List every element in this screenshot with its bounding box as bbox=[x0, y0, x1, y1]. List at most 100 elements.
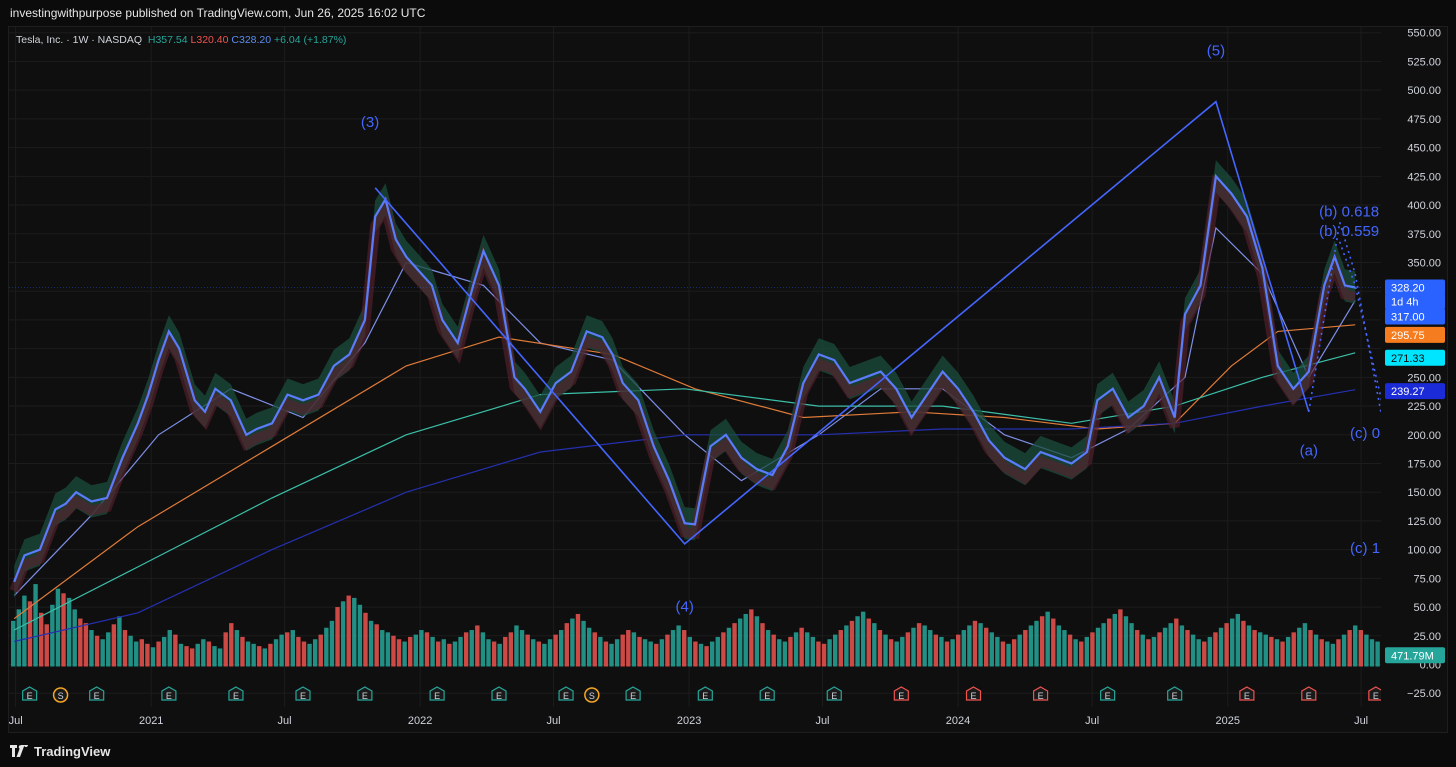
volume-bar bbox=[38, 612, 44, 667]
volume-bar bbox=[469, 630, 474, 667]
price-tag-label: 471.79M bbox=[1391, 650, 1434, 662]
volume-bar bbox=[575, 613, 581, 667]
x-tick-label: Jul bbox=[278, 715, 292, 727]
volume-bar bbox=[1207, 636, 1213, 667]
volume-bar bbox=[1364, 634, 1369, 667]
y-tick-label: 25.00 bbox=[1413, 631, 1441, 643]
publish-info: investingwithpurpose published on Tradin… bbox=[10, 6, 426, 20]
volume-bar bbox=[268, 643, 273, 667]
event-marker-label: E bbox=[764, 691, 770, 701]
y-tick-label: 125.00 bbox=[1407, 516, 1441, 528]
price-tag-label: 328.20 bbox=[1391, 283, 1425, 295]
earnings-marker-icon bbox=[1167, 686, 1183, 701]
volume-bar bbox=[542, 643, 547, 667]
volume-bar bbox=[1140, 634, 1145, 667]
x-tick-label: 2021 bbox=[139, 715, 163, 727]
price-tag: 317.00 bbox=[1385, 308, 1445, 325]
earnings-marker: E bbox=[161, 686, 177, 701]
volume-bar bbox=[1230, 618, 1235, 667]
volume-bar bbox=[559, 630, 564, 667]
volume-bar bbox=[262, 648, 268, 667]
volume-bar bbox=[480, 632, 486, 667]
volume-bar bbox=[648, 641, 653, 667]
volume-bar bbox=[732, 623, 737, 667]
volume-bar bbox=[491, 641, 497, 667]
x-tick-label: 2024 bbox=[946, 715, 970, 727]
volume-bar bbox=[1067, 634, 1073, 667]
volume-bar bbox=[749, 609, 754, 667]
volume-bar bbox=[676, 625, 681, 667]
earnings-marker: E bbox=[1032, 686, 1049, 701]
price-chart[interactable]: (3)(4)(5)(a)(b) 0.618 (383.7(b) 0.559 (3… bbox=[9, 27, 1447, 732]
price-tag-label: 239.27 bbox=[1391, 386, 1425, 398]
volume-bar bbox=[463, 632, 469, 667]
volume-bar bbox=[111, 624, 117, 667]
event-marker-label: E bbox=[94, 691, 100, 701]
volume-bar bbox=[821, 643, 827, 667]
volume-bar bbox=[66, 597, 72, 667]
volume-bar bbox=[430, 636, 435, 667]
event-marker-label: E bbox=[300, 691, 306, 701]
volume-bar bbox=[765, 630, 771, 667]
wave-label: (c) 1 ( bbox=[1350, 540, 1389, 557]
symbol-title: Tesla, Inc. · 1W · NASDAQ bbox=[16, 34, 143, 46]
volume-bar bbox=[475, 625, 480, 667]
volume-bar bbox=[1123, 616, 1129, 667]
volume-bar bbox=[1084, 636, 1090, 667]
y-tick-label: 525.00 bbox=[1407, 56, 1441, 68]
volume-bar bbox=[340, 601, 346, 667]
price-tag-label: 295.75 bbox=[1391, 330, 1425, 342]
volume-bar bbox=[693, 641, 698, 667]
volume-bar bbox=[452, 641, 458, 667]
y-tick-label: 425.00 bbox=[1407, 171, 1441, 183]
earnings-marker-icon bbox=[759, 686, 775, 701]
volume-bar bbox=[682, 630, 687, 667]
volume-bar bbox=[212, 646, 217, 667]
volume-bar bbox=[329, 620, 335, 667]
volume-bar bbox=[961, 630, 967, 667]
volume-bar bbox=[145, 643, 150, 667]
volume-bar bbox=[1062, 630, 1067, 667]
event-marker-label: E bbox=[434, 691, 440, 701]
volume-bar bbox=[1202, 641, 1207, 667]
volume-bar bbox=[55, 588, 61, 667]
volume-bar bbox=[978, 623, 983, 667]
chart-frame[interactable]: (3) (4) (5) (a) (b) 0.618 (383.7 (b) 0.559 (3… bbox=[8, 26, 1448, 733]
volume-bar bbox=[1045, 611, 1050, 667]
y-tick-label: 500.00 bbox=[1407, 85, 1441, 97]
volume-bar bbox=[586, 627, 592, 667]
volume-bar bbox=[1257, 632, 1263, 667]
volume-bars bbox=[11, 584, 1380, 667]
volume-bar bbox=[391, 635, 396, 667]
y-tick-label: 550.00 bbox=[1407, 28, 1441, 40]
earnings-marker: E bbox=[89, 686, 105, 701]
y-tick-label: 450.00 bbox=[1407, 143, 1441, 155]
volume-bar bbox=[100, 639, 105, 667]
volume-bar bbox=[178, 643, 184, 667]
volume-bar bbox=[726, 627, 732, 667]
earnings-marker: E bbox=[697, 686, 713, 701]
earnings-marker-icon bbox=[228, 686, 244, 701]
x-tick-label: Jul bbox=[546, 715, 560, 727]
earnings-marker-icon bbox=[893, 686, 909, 701]
earnings-marker-icon bbox=[1239, 686, 1255, 701]
volume-bar bbox=[670, 630, 676, 667]
volume-bar bbox=[385, 632, 391, 667]
volume-bar bbox=[1302, 623, 1308, 667]
price-tag-box bbox=[1385, 279, 1445, 296]
volume-bar bbox=[11, 620, 16, 667]
volume-bar bbox=[989, 632, 994, 667]
earnings-marker: E bbox=[893, 686, 909, 701]
volume-bar bbox=[771, 634, 776, 667]
volume-bar bbox=[89, 630, 94, 667]
earnings-marker: E bbox=[1301, 686, 1317, 701]
volume-bar bbox=[217, 648, 223, 667]
volume-bar bbox=[905, 632, 911, 667]
volume-bar bbox=[519, 630, 525, 667]
volume-bar bbox=[380, 630, 385, 667]
volume-bar bbox=[922, 625, 927, 667]
volume-bar bbox=[1017, 634, 1022, 667]
volume-bar bbox=[1112, 613, 1117, 667]
earnings-marker: E bbox=[429, 686, 445, 701]
volume-bar bbox=[106, 632, 111, 667]
